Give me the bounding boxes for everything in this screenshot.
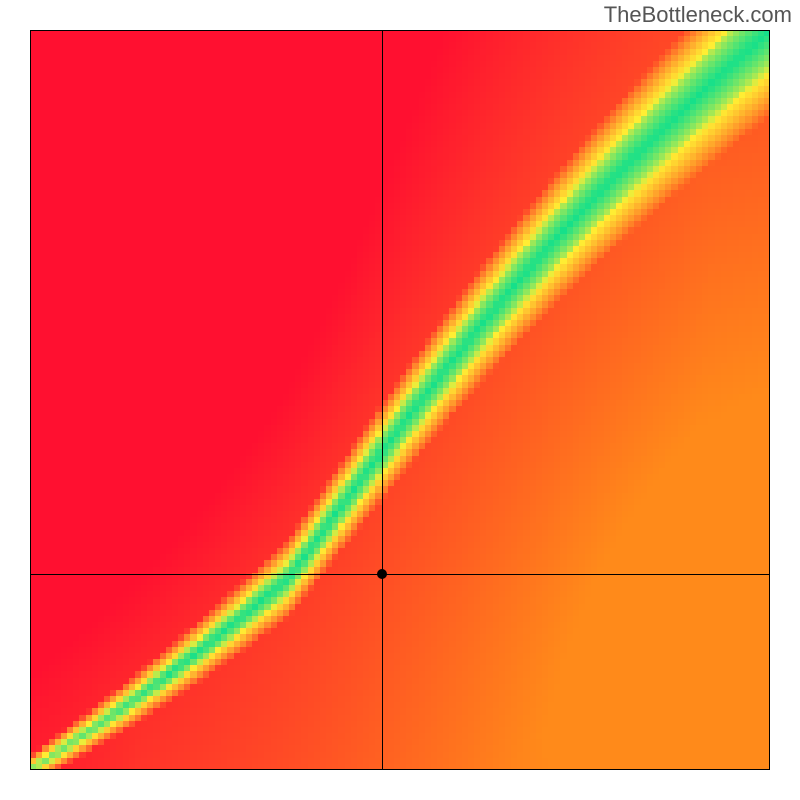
crosshair-horizontal-line bbox=[30, 574, 770, 575]
watermark-label: TheBottleneck.com bbox=[604, 2, 792, 28]
chart-container: TheBottleneck.com bbox=[0, 0, 800, 800]
crosshair-vertical-line bbox=[382, 30, 383, 770]
bottleneck-heatmap bbox=[30, 30, 770, 770]
crosshair-marker-dot bbox=[377, 569, 387, 579]
